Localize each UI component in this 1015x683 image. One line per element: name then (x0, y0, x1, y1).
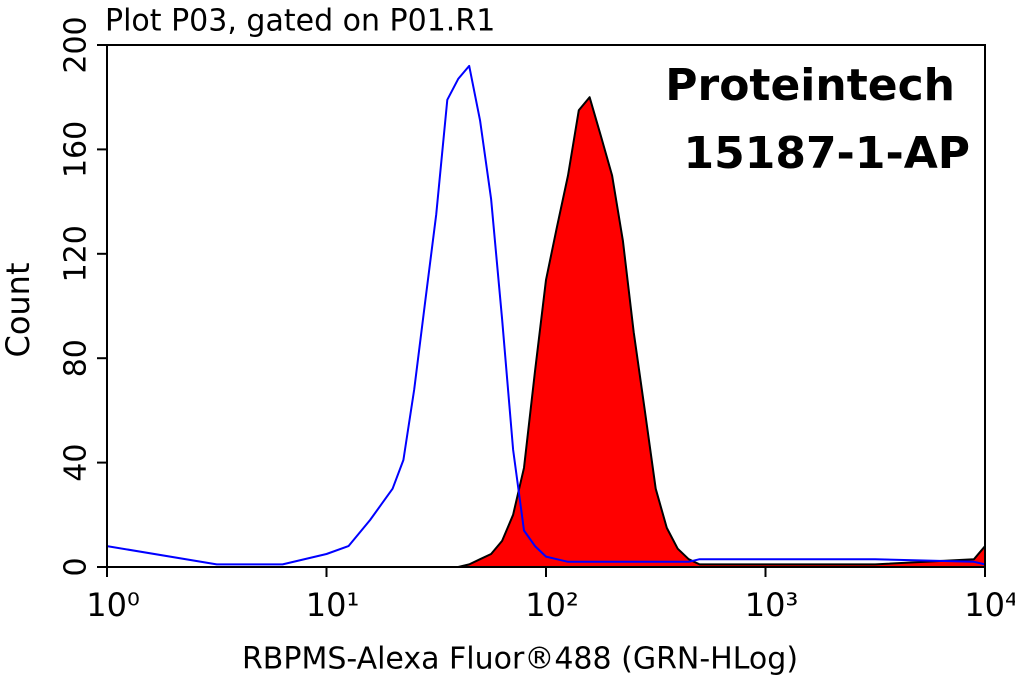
line (106, 64, 986, 566)
x-tick-label: 10⁴ (964, 586, 1015, 624)
x-tick-label: 10⁰ (86, 586, 140, 624)
x-tick-label: 10¹ (306, 586, 360, 624)
x-axis-label: RBPMS-Alexa Fluor®488 (GRN-HLog) (242, 642, 798, 677)
x-tick-label: 10³ (745, 586, 799, 624)
y-tick-label: 40 (59, 444, 94, 482)
y-tick-label: 200 (59, 16, 94, 73)
y-tick-label: 120 (59, 225, 94, 282)
annotation: 15187-1-AP (683, 128, 970, 179)
x-tick-label: 10² (525, 586, 579, 624)
y-tick-label: 80 (59, 339, 94, 377)
y-axis-label: Count (0, 262, 37, 357)
chart-title: Plot P03, gated on P01.R1 (105, 4, 495, 39)
y-tick-label: 160 (59, 121, 94, 178)
y-tick-label: 0 (59, 557, 94, 576)
annotation: Proteintech (665, 60, 955, 111)
